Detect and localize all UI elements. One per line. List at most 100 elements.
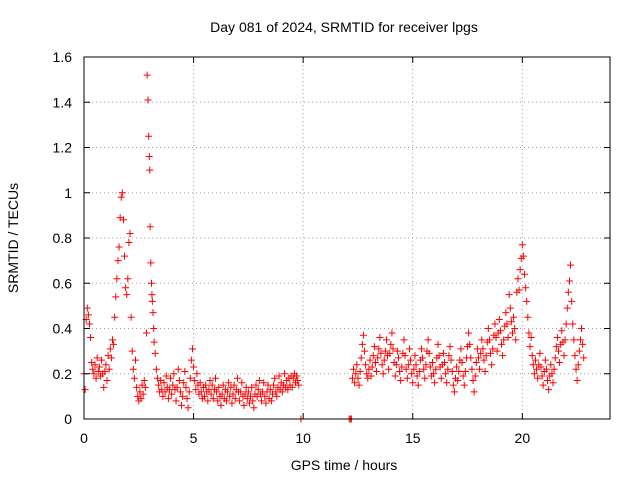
data-point xyxy=(481,367,489,375)
data-point xyxy=(484,325,492,332)
data-point xyxy=(521,270,529,278)
data-point xyxy=(225,379,233,387)
data-point xyxy=(112,293,120,301)
data-point xyxy=(541,356,549,364)
data-point xyxy=(201,392,209,400)
data-point xyxy=(379,370,387,378)
data-point xyxy=(495,315,503,323)
data-point xyxy=(435,352,443,360)
data-point xyxy=(144,96,152,104)
data-point xyxy=(85,320,93,328)
data-point xyxy=(522,284,530,292)
data-point xyxy=(472,358,480,366)
data-point xyxy=(244,388,252,396)
data-point xyxy=(476,365,484,373)
x-tick-label: 0 xyxy=(80,430,88,446)
data-point xyxy=(92,374,100,382)
data-point xyxy=(549,379,557,387)
data-point xyxy=(84,311,92,319)
data-point xyxy=(418,345,426,353)
data-point xyxy=(183,395,191,403)
data-point xyxy=(471,372,479,380)
data-point xyxy=(233,374,241,382)
data-point xyxy=(441,358,449,366)
data-point xyxy=(395,354,403,362)
data-point xyxy=(511,325,519,332)
data-point xyxy=(386,349,394,357)
data-point xyxy=(148,291,156,299)
data-point xyxy=(100,383,108,391)
data-point xyxy=(207,390,215,398)
data-point xyxy=(458,358,466,366)
data-point xyxy=(461,367,469,375)
data-point xyxy=(167,374,175,382)
data-point xyxy=(376,334,384,342)
data-point xyxy=(537,363,545,371)
data-point xyxy=(93,354,101,362)
data-point xyxy=(146,223,154,231)
data-point xyxy=(547,361,555,369)
data-point xyxy=(353,361,361,369)
data-point xyxy=(95,363,103,371)
data-point xyxy=(465,329,473,337)
data-point xyxy=(561,336,569,344)
data-point xyxy=(531,356,539,364)
data-point xyxy=(231,395,239,403)
data-point xyxy=(430,370,438,378)
data-point xyxy=(208,381,216,389)
data-point xyxy=(558,327,566,335)
data-point xyxy=(533,365,541,373)
data-point xyxy=(160,379,168,387)
x-tick-label: 15 xyxy=(405,430,421,446)
data-point xyxy=(580,354,588,362)
data-point xyxy=(224,388,232,396)
data-point xyxy=(459,372,467,380)
data-point xyxy=(228,399,236,407)
data-point xyxy=(148,297,156,305)
data-point xyxy=(478,336,486,344)
data-point xyxy=(133,383,141,391)
data-point xyxy=(573,377,581,385)
data-point xyxy=(373,367,381,375)
data-point xyxy=(444,365,452,373)
data-point xyxy=(124,275,132,283)
data-point xyxy=(374,354,382,362)
data-point xyxy=(554,347,562,355)
data-point xyxy=(487,349,495,357)
data-point xyxy=(466,340,474,348)
data-point xyxy=(187,356,195,364)
data-point xyxy=(503,320,511,328)
data-point xyxy=(237,388,245,396)
data-point xyxy=(248,383,256,391)
data-point xyxy=(564,288,572,296)
data-point xyxy=(191,377,199,385)
data-point xyxy=(118,189,126,197)
data-point xyxy=(369,352,377,360)
data-point xyxy=(442,370,450,378)
data-point xyxy=(81,386,89,394)
data-point xyxy=(164,395,172,403)
data-point xyxy=(507,318,515,326)
data-point xyxy=(523,297,531,305)
data-point xyxy=(357,354,365,362)
data-point xyxy=(267,397,275,405)
data-point xyxy=(576,336,584,344)
data-point xyxy=(98,356,106,364)
data-point xyxy=(569,320,577,328)
data-point xyxy=(87,334,95,342)
data-point xyxy=(563,304,571,312)
data-point xyxy=(434,340,442,348)
data-point xyxy=(258,397,266,405)
data-point xyxy=(355,381,363,389)
data-point xyxy=(270,381,278,389)
data-point xyxy=(215,383,223,391)
data-point xyxy=(91,361,99,369)
data-point xyxy=(499,352,507,360)
data-point xyxy=(515,286,523,294)
data-point xyxy=(388,329,396,337)
data-point xyxy=(412,361,420,369)
grid-lines xyxy=(84,57,610,419)
data-point xyxy=(575,347,583,355)
data-point xyxy=(448,367,456,375)
data-point xyxy=(408,370,416,378)
